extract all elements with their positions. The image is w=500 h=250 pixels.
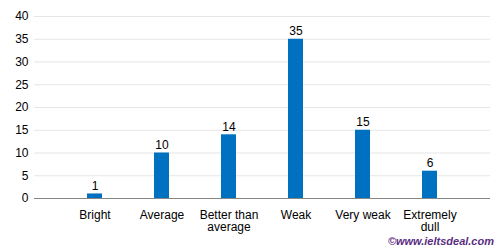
svg-text:Bright: Bright (79, 208, 111, 222)
svg-text:40: 40 (15, 9, 29, 23)
svg-text:10: 10 (155, 138, 169, 152)
html-text:©www.ieltsdeal.com: ©www.ieltsdeal.com (387, 235, 494, 247)
svg-text:15: 15 (356, 115, 370, 129)
svg-text:5: 5 (22, 169, 29, 183)
svg-text:25: 25 (15, 78, 29, 92)
svg-text:10: 10 (15, 146, 29, 160)
svg-text:20: 20 (15, 100, 29, 114)
svg-text:Weak: Weak (281, 208, 312, 222)
svg-text:30: 30 (15, 55, 29, 69)
svg-text:Extremelydull: Extremelydull (403, 208, 456, 234)
svg-text:35: 35 (289, 24, 303, 38)
svg-text:Very weak: Very weak (335, 208, 391, 222)
svg-text:1: 1 (92, 179, 99, 193)
svg-text:6: 6 (427, 156, 434, 170)
svg-text:Better thanaverage: Better thanaverage (200, 208, 259, 234)
svg-text:0: 0 (22, 191, 29, 205)
svg-text:14: 14 (222, 120, 236, 134)
svg-text:35: 35 (15, 32, 29, 46)
svg-text:Average: Average (140, 208, 185, 222)
svg-text:15: 15 (15, 123, 29, 137)
